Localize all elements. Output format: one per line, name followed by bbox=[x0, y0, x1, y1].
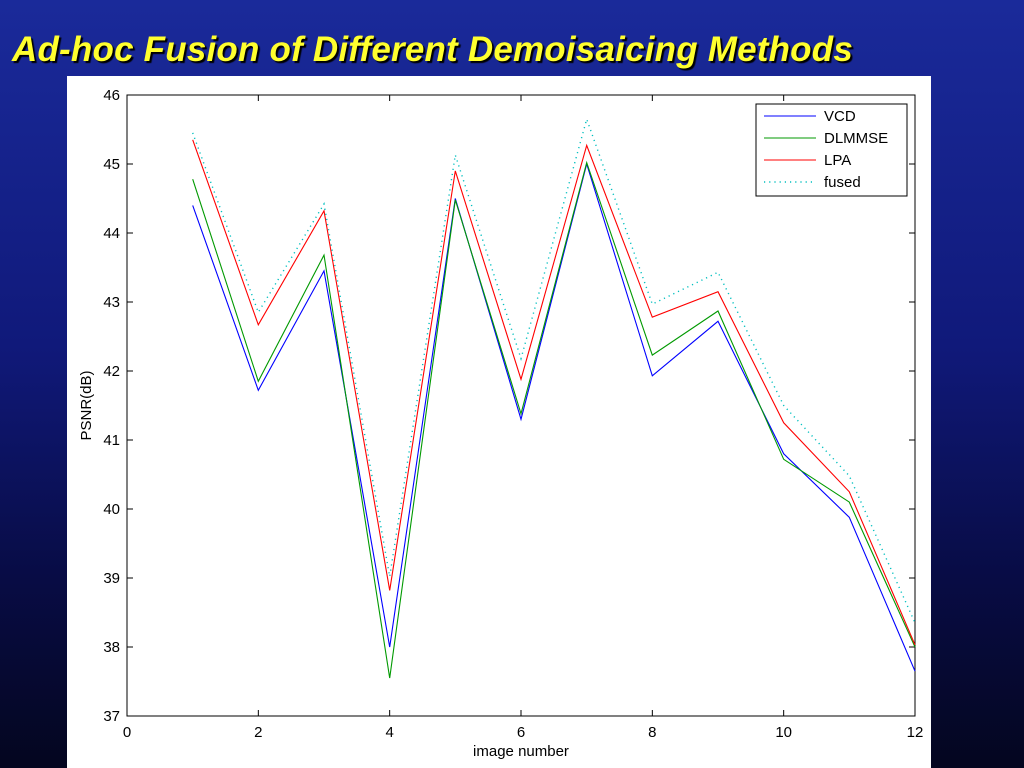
series-line-lpa bbox=[192, 139, 916, 646]
series-line-dlmmse bbox=[192, 160, 916, 679]
y-tick-label: 44 bbox=[103, 225, 120, 242]
legend-label-dlmmse: DLMMSE bbox=[824, 130, 888, 147]
series-lines bbox=[192, 116, 916, 679]
legend-label-vcd: VCD bbox=[824, 108, 856, 125]
y-tick-label: 43 bbox=[103, 294, 120, 311]
series-line-fused bbox=[192, 116, 916, 624]
y-tick-label: 46 bbox=[103, 87, 120, 104]
series-line-vcd bbox=[192, 161, 916, 672]
legend-label-lpa: LPA bbox=[824, 152, 851, 169]
legend-box bbox=[755, 103, 908, 197]
chart-figure: 0 2 4 6 8 10 12 37 38 39 40 41 42 43 44 45 46 VCD DLMMSE L… bbox=[67, 76, 931, 768]
x-tick-label: 10 bbox=[775, 724, 792, 741]
slide-title: Ad-hoc Fusion of Different Demoisaicing … bbox=[12, 30, 854, 69]
y-tick-label: 45 bbox=[103, 156, 120, 173]
legend-label-fused: fused bbox=[824, 174, 861, 191]
legend: VCD DLMMSE LPA fused bbox=[755, 103, 908, 197]
x-axis-label: image number bbox=[473, 743, 569, 760]
y-tick-label: 41 bbox=[103, 432, 120, 449]
y-tick-label: 37 bbox=[103, 708, 120, 725]
x-tick-label: 12 bbox=[907, 724, 924, 741]
x-tick-label: 6 bbox=[517, 724, 525, 741]
y-axis-label: PSNR(dB) bbox=[78, 370, 95, 440]
x-tick-label: 4 bbox=[385, 724, 393, 741]
y-tick-label: 39 bbox=[103, 570, 120, 587]
y-tick-label: 38 bbox=[103, 639, 120, 656]
y-tick-label: 42 bbox=[103, 363, 120, 380]
x-tick-label: 0 bbox=[123, 724, 131, 741]
x-tick-label: 2 bbox=[254, 724, 262, 741]
y-tick-label: 40 bbox=[103, 501, 120, 518]
x-tick-label: 8 bbox=[648, 724, 656, 741]
